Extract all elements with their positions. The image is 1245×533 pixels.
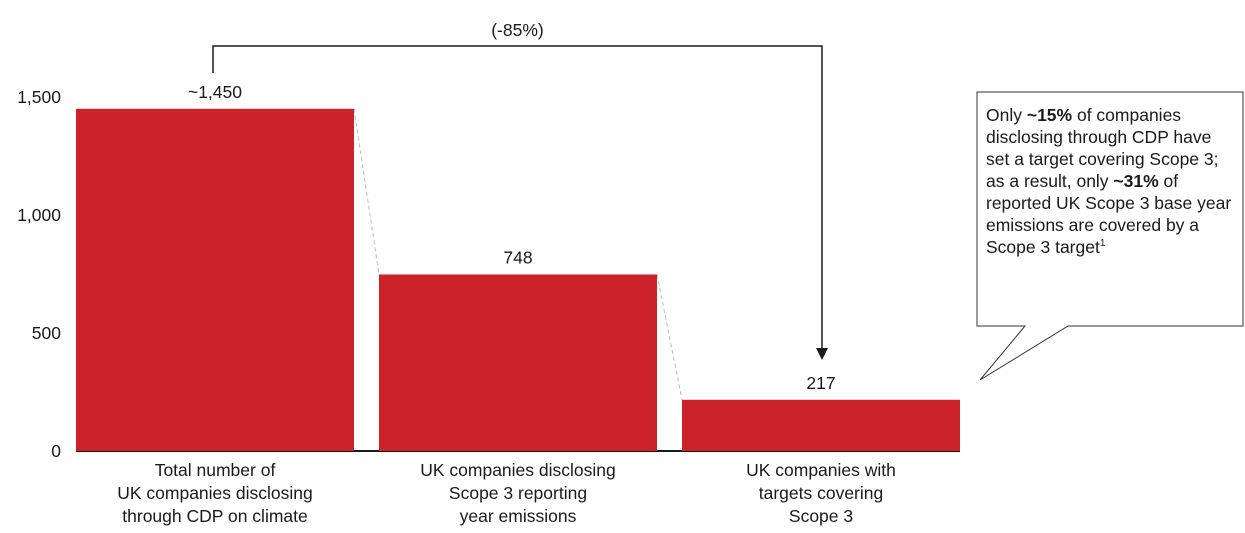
category-label-line: UK companies disclosing: [117, 483, 313, 503]
callout-text: Only ~15% of companies disclosing throug…: [986, 104, 1236, 258]
y-tick-label: 1,500: [17, 87, 61, 107]
callout-text-segment: of companies disclosing through CDP have…: [986, 105, 1219, 191]
category-label: UK companies with targets covering Scope 3: [746, 460, 896, 526]
change-label: (-85%): [491, 20, 544, 40]
connector-line: [353, 108, 380, 275]
category-label: Total number of UK companies disclosing th…: [117, 460, 313, 526]
y-tick-label: 500: [32, 323, 61, 343]
connector-line: [656, 274, 683, 400]
change-bracket: (-85%): [212, 20, 828, 360]
category-label-line: Scope 3 reporting: [449, 483, 587, 503]
category-label-line: Total number of: [155, 460, 276, 480]
bar: [682, 399, 960, 451]
arrowhead: [816, 348, 828, 360]
category-label-line: year emissions: [460, 506, 577, 526]
bar: [76, 108, 354, 452]
bracket-line: [212, 45, 823, 352]
callout-text-segment: Only: [986, 105, 1027, 125]
bar-connectors: [353, 108, 683, 400]
category-label-line: targets covering: [759, 483, 884, 503]
category-label-line: Scope 3: [789, 506, 853, 526]
category-label-line: through CDP on climate: [122, 506, 307, 526]
y-tick-label: 0: [51, 441, 61, 461]
category-label-line: UK companies with: [746, 460, 896, 480]
category-label-line: UK companies disclosing: [420, 460, 616, 480]
value-label: ~1,450: [188, 82, 242, 102]
category-label: UK companies disclosing Scope 3 reporting…: [420, 460, 616, 526]
value-labels: ~1,450 748 217: [188, 82, 836, 393]
bar: [379, 274, 657, 451]
callout-box: [976, 91, 1244, 381]
value-label: 748: [503, 247, 532, 267]
callout-text-segment: of reported UK Scope 3 base year emissio…: [986, 171, 1232, 257]
bars: [76, 108, 960, 452]
category-labels: Total number of UK companies disclosing th…: [117, 460, 896, 526]
y-tick-label: 1,000: [17, 205, 61, 225]
footnote-marker: 1: [1099, 238, 1106, 249]
value-label: 217: [806, 373, 835, 393]
callout-highlight: ~31%: [1113, 171, 1159, 191]
callout-highlight: ~15%: [1026, 105, 1073, 125]
